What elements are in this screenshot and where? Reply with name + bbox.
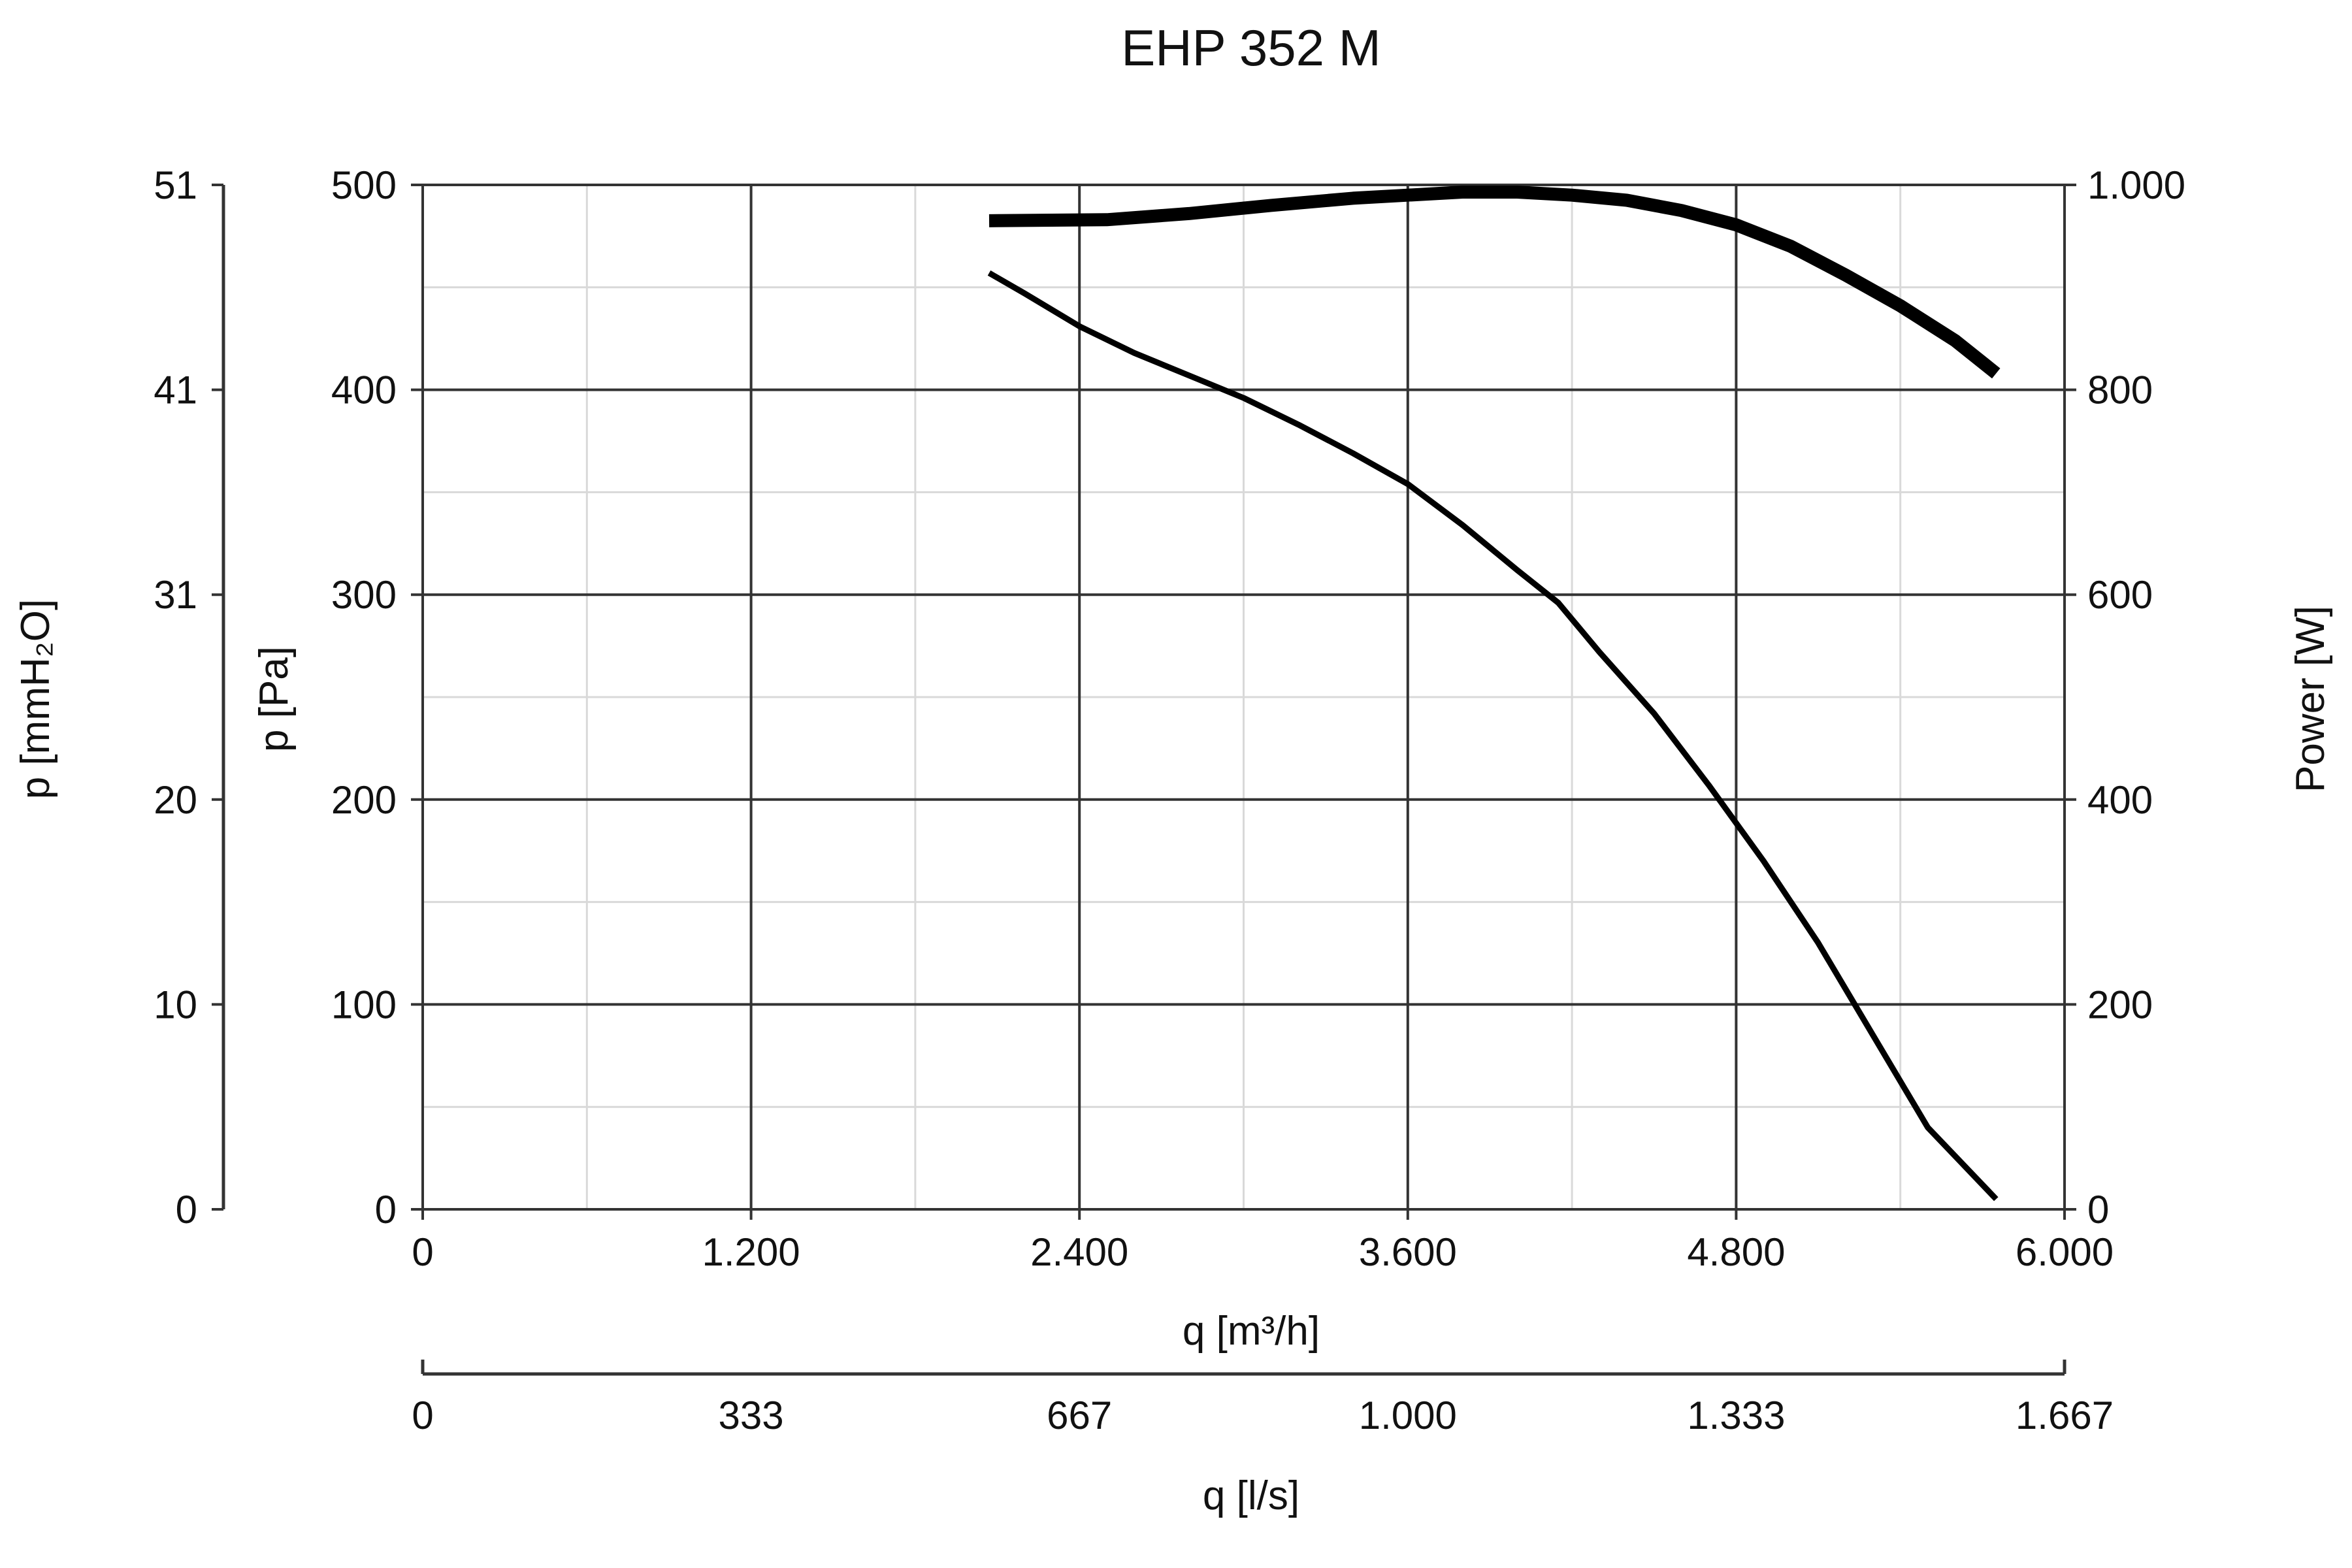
x-tick-label: 3.600 <box>1359 1230 1457 1274</box>
x-tick-label: 2.400 <box>1030 1230 1128 1274</box>
y-secondary-tick-label: 51 <box>154 163 197 207</box>
x-tick-label: 1.200 <box>702 1230 800 1274</box>
x-tick-label: 6.000 <box>2016 1230 2114 1274</box>
y-right-tick-label: 600 <box>2087 573 2153 617</box>
x-secondary-axis-label: q [l/s] <box>1203 1473 1299 1518</box>
y-tick-label: 400 <box>331 368 397 412</box>
y-secondary-tick-label: 10 <box>154 983 197 1026</box>
x-secondary-tick-label: 667 <box>1047 1394 1112 1437</box>
x-secondary-tick-label: 1.000 <box>1359 1394 1457 1437</box>
y-secondary-tick-label: 41 <box>154 368 197 412</box>
x-secondary-tick-label: 1.667 <box>2016 1394 2114 1437</box>
tick-labels: 0 100 200 300 400 500 0 10 20 31 41 51 0 200 400 600 800… <box>154 163 2185 1437</box>
series-layer <box>987 186 2001 1201</box>
major-grid <box>421 184 2066 1211</box>
x-secondary-tick-label: 0 <box>412 1394 433 1437</box>
y-tick-label: 300 <box>331 573 397 617</box>
x-secondary-tick-label: 1.333 <box>1687 1394 1785 1437</box>
y-tick-label: 0 <box>375 1188 397 1232</box>
y-tick-label: 500 <box>331 163 397 207</box>
y-right-tick-label: 400 <box>2087 778 2153 822</box>
pressure-curve-line <box>987 270 1999 1201</box>
x-tick-label: 0 <box>412 1230 433 1274</box>
power-curve-line <box>988 186 2001 379</box>
y-secondary-tick-label: 20 <box>154 778 197 822</box>
minor-grid <box>423 185 2065 1209</box>
y-tick-label: 100 <box>331 983 397 1026</box>
x-secondary-tick-label: 333 <box>719 1394 784 1437</box>
y-right-tick-label: 0 <box>2087 1188 2109 1232</box>
y-right-axis-label: Power [W] <box>2288 606 2333 792</box>
axes <box>212 184 2076 1376</box>
y-axis-label: p [Pa] <box>252 646 297 752</box>
y-secondary-tick-label: 0 <box>176 1188 197 1232</box>
y-tick-label: 200 <box>331 778 397 822</box>
y-secondary-tick-label: 31 <box>154 573 197 617</box>
y-right-tick-label: 200 <box>2087 983 2153 1026</box>
y-secondary-axis-label: p [mmH₂O] <box>13 599 58 800</box>
chart-title: EHP 352 M <box>1121 19 1380 76</box>
y-right-tick-label: 1.000 <box>2087 163 2185 207</box>
y-right-tick-label: 800 <box>2087 368 2153 412</box>
x-tick-label: 4.800 <box>1687 1230 1785 1274</box>
x-axis-label: q [m³/h] <box>1183 1309 1320 1354</box>
